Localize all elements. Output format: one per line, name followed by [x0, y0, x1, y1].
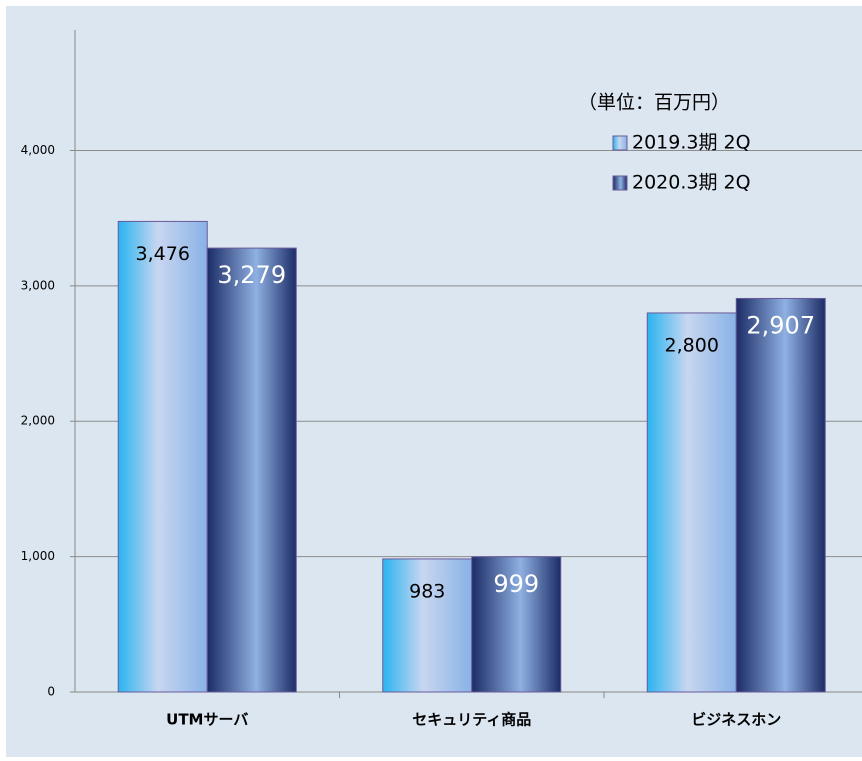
legend-swatch: [612, 135, 628, 151]
legend-label: 2019.3期 2Q: [632, 132, 751, 154]
y-tick-label: 2,000: [21, 414, 55, 428]
x-tick-label: UTMサーバ: [166, 711, 248, 729]
bar: [646, 312, 737, 693]
data-label: 3,279: [217, 261, 286, 289]
bar: [117, 220, 208, 693]
unit-annotation: （単位：百万円）: [578, 92, 730, 114]
bar: [206, 247, 297, 693]
bar: [382, 558, 473, 693]
bar: [471, 556, 562, 693]
y-tick-label: 4,000: [21, 143, 55, 157]
bar: [735, 297, 826, 693]
data-label: 999: [493, 570, 539, 598]
data-label: 2,907: [746, 311, 815, 339]
x-tick-label: ビジネスホン: [691, 711, 781, 729]
data-label: 2,800: [665, 334, 719, 356]
data-label: 3,476: [136, 243, 190, 265]
x-tick-label: セキュリティ商品: [412, 711, 531, 729]
legend-label: 2020.3期 2Q: [632, 172, 751, 194]
y-tick-label: 3,000: [21, 278, 55, 292]
legend-swatch: [612, 175, 628, 191]
y-tick-label: 1,000: [21, 549, 55, 563]
y-tick-label: 0: [47, 685, 55, 699]
data-label: 983: [409, 580, 445, 602]
